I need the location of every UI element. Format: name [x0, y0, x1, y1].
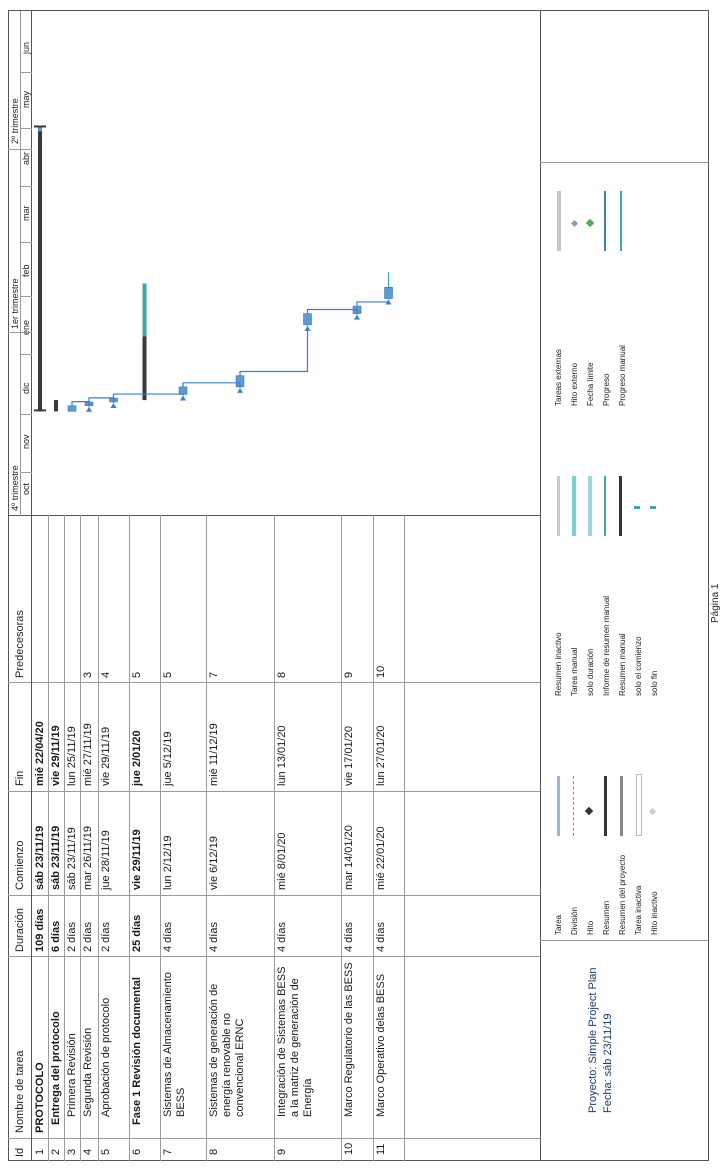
legend-label: Progreso manual [618, 345, 627, 406]
gantt-summary-bar [142, 336, 147, 401]
legend-label: Tarea manual [570, 647, 579, 696]
legend-label: solo el comienzo [634, 636, 643, 696]
legend-label: Informe de resumen manual [602, 595, 611, 696]
legend-finish-only-swatch [650, 506, 656, 509]
legend-progress-swatch [604, 191, 606, 251]
legend-label: Hito [586, 920, 595, 935]
gantt-dependency-link [182, 382, 241, 388]
gantt-task-bar [303, 313, 312, 326]
legend-inactive-task-swatch [636, 774, 642, 836]
gantt-link-arrow [237, 387, 243, 393]
gantt-dependency-link [239, 325, 309, 376]
legend-label: Resumen inactivo [554, 632, 563, 696]
legend-division-swatch [573, 776, 575, 836]
gantt-summary-bar [54, 400, 58, 412]
legend-task-swatch [557, 776, 560, 836]
legend-summary-swatch [604, 776, 607, 836]
legend-label: Hito inactivo [650, 891, 659, 935]
legend-label: Hito externo [570, 362, 579, 406]
legend-start-only-swatch [634, 506, 640, 509]
legend-project-summary-swatch [620, 776, 623, 836]
legend-label: División [570, 906, 579, 935]
legend-label: Tarea [554, 914, 563, 935]
legend-label: Fecha límite [586, 362, 595, 406]
project-name: Proyecto: Simple Project Plan [587, 967, 599, 1113]
project-info: Proyecto: Simple Project Plan Fecha: sáb… [586, 967, 616, 1113]
gantt-link-arrow [110, 402, 117, 408]
legend-manual-summary-report-swatch [604, 476, 606, 536]
gantt-dependency-link [71, 401, 90, 407]
legend-label: Resumen del proyecto [618, 854, 627, 935]
legend-label: solo duración [586, 648, 595, 696]
gantt-link-arrow [354, 314, 360, 320]
gantt-dependency-link [356, 299, 390, 306]
gantt-summary-cap [34, 409, 46, 412]
gantt-dependency-link [112, 393, 184, 399]
legend-label: solo fin [650, 670, 659, 696]
gantt-link-arrow [385, 299, 392, 305]
legend-label: Progreso [602, 373, 611, 406]
legend-label: Resumen manual [618, 633, 627, 696]
gantt-summary-cap [34, 125, 46, 128]
gantt-summary-extension [142, 283, 147, 337]
legend-label: Tarea inactiva [634, 885, 643, 935]
gantt-link-arrow [180, 395, 186, 401]
legend-manual-summary-swatch [619, 476, 622, 536]
legend-manual-task-swatch [572, 476, 576, 536]
gantt-dependency-link [306, 308, 358, 315]
gantt-link-arrow [86, 406, 92, 412]
legend-external-tasks-swatch [557, 191, 561, 251]
gantt-task-bar [178, 386, 188, 395]
gantt-summary-bar [38, 127, 42, 412]
gantt-task-bar [67, 405, 77, 412]
page-number: Página 1 [710, 583, 721, 623]
legend-label: Resumen [602, 900, 611, 935]
legend-label: Tareas externas [554, 349, 563, 406]
legend-inactive-summary-swatch [557, 476, 560, 536]
gantt-link-arrow [304, 325, 311, 331]
gantt-dependency-link [88, 397, 115, 403]
gantt-task-bar [384, 287, 393, 299]
legend-duration-only-swatch [588, 476, 592, 536]
legend-manual-progress-swatch [620, 191, 622, 251]
project-date: Fecha: sáb 23/11/19 [602, 1013, 614, 1113]
